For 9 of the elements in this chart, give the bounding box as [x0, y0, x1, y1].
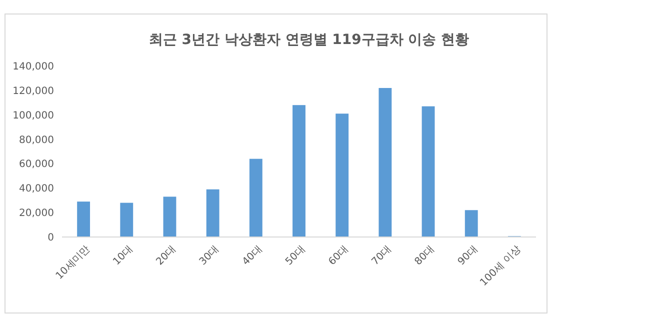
- chart-title: 최근 3년간 낙상환자 연령별 119구급차 이송 현황: [148, 32, 470, 48]
- y-tick-label: 20,000: [19, 208, 54, 220]
- y-tick-label: 40,000: [19, 184, 54, 195]
- y-tick-label: 140,000: [12, 62, 54, 72]
- y-tick-label: 0: [48, 232, 54, 244]
- y-tick-label: 80,000: [19, 134, 54, 146]
- y-tick-label: 100,000: [12, 110, 54, 122]
- y-tick-label: 60,000: [19, 159, 54, 170]
- y-tick-label: 120,000: [12, 86, 54, 97]
